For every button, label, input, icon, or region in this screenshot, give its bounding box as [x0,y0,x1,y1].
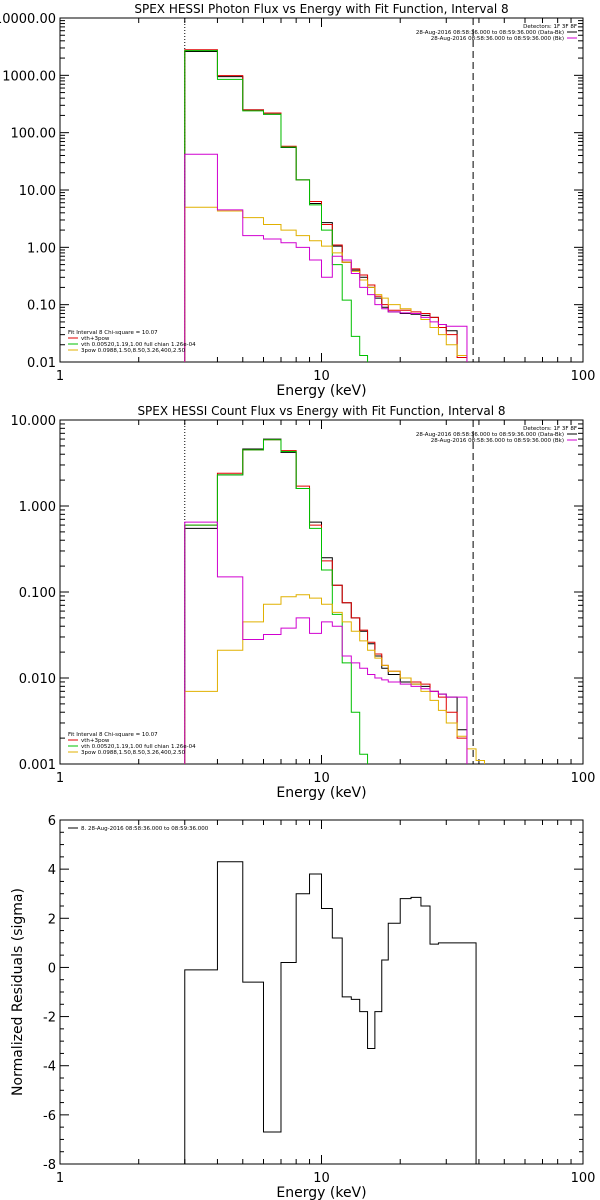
series-line-1 [184,51,468,362]
y-axis-label: Normalized Residuals (sigma) [10,888,26,1096]
series-line-5 [184,521,468,764]
x-tick-label: 10 [313,369,330,384]
plot-frame [59,419,584,765]
y-tick-label: -8 [43,1158,56,1173]
y-tick-label: 100.00 [11,127,57,142]
legend-label: 3pow 0.0988,1.50,8.50,3.26,400,2.50 [81,750,186,756]
y-tick-label: 1000.00 [2,69,56,84]
legend-header: Fit Interval 8 Chi-square = 10.07 [68,330,158,336]
series-line-3 [184,439,369,764]
y-tick-label: 10.00 [19,184,56,199]
y-tick-label: 2 [48,912,56,927]
y-tick-label: 10.000 [11,414,57,429]
chart-panel-1: SPEX HESSI Photon Flux vs Energy with Fi… [0,2,595,399]
series-line-3 [184,50,369,362]
chart-panel-3: 1 10 100 -8 -6 -4 -2 0 2 4 6 Energy (keV) Normalized… [10,814,595,1200]
chart-title: SPEX HESSI Count Flux vs Energy with Fit… [137,404,505,418]
legend-legend_bottom: Fit Interval 8 Chi-square = 10.07vth+3po… [68,732,196,756]
legend-label: 28-Aug-2016 08:58:36.000 to 08:59:36.000… [416,30,564,36]
legend-label: 28-Aug-2016 08:58:36.000 to 08:59:36.000… [416,432,564,438]
y-tick-label: 0 [48,961,56,976]
y-tick-label: 0.010 [19,672,56,687]
y-tick-label: -4 [43,1060,56,1075]
legend-label: 28-Aug-2016 08:58:36.000 to 08:59:36.000… [431,36,564,42]
x-tick-label: 100 [571,771,596,786]
y-tick-label: 0.10 [27,299,56,314]
legend-label: vth+3pow [81,336,110,342]
legend-label: vth 0.00520,1.19,1.00 full chian 1.26e-0… [81,342,196,348]
chart-panel-2: SPEX HESSI Count Flux vs Energy with Fit… [11,404,596,801]
y-tick-label: -2 [43,1011,56,1026]
x-tick-label: 1 [56,1171,64,1186]
y-tick-label: 0.100 [19,586,56,601]
y-tick-label: -6 [43,1109,56,1124]
y-tick-label: 4 [48,863,56,878]
legend-label: 28-Aug-2016 08:58:36.000 to 08:59:36.000… [431,438,564,444]
x-axis-label: Energy (keV) [276,785,366,801]
x-tick-label: 1 [56,771,64,786]
series-line-5 [184,153,468,362]
series-line-1 [184,438,468,764]
x-axis-label: Energy (keV) [276,1185,366,1200]
legend-header: Fit Interval 8 Chi-square = 10.07 [68,732,158,738]
y-tick-label: 0.01 [27,356,56,371]
series-line-1 [184,861,477,1164]
y-tick-label: 1.000 [19,500,56,515]
x-tick-label: 10 [313,771,330,786]
y-tick-label: 0.001 [19,758,56,773]
x-tick-label: 10 [313,1171,330,1186]
series-line-2 [184,439,468,764]
series-line-4 [184,594,485,764]
legend-label: vth+3pow [81,738,110,744]
legend-legend_bottom: Fit Interval 8 Chi-square = 10.07vth+3po… [68,330,196,354]
legend-label: 8. 28-Aug-2016 08:58:36.000 to 08:59:36.… [81,826,209,832]
y-tick-label: 6 [48,814,56,829]
plot-frame [59,819,584,1165]
chart-title: SPEX HESSI Photon Flux vs Energy with Fi… [134,2,508,16]
x-tick-label: 1 [56,369,64,384]
legend-label: 3pow 0.0988,1.50,8.50,3.26,400,2.50 [81,348,186,354]
plot-frame [59,17,584,363]
legend-header: Detectors: 1F 3F 8F [523,426,577,432]
x-axis-label: Energy (keV) [276,383,366,399]
legend-header: Detectors: 1F 3F 8F [523,24,577,30]
legend-label: vth 0.00520,1.19,1.00 full chian 1.26e-0… [81,744,196,750]
y-tick-label: 10000.00 [0,12,56,27]
x-tick-label: 100 [571,369,596,384]
series-line-4 [184,206,477,362]
legend-legend_top: 8. 28-Aug-2016 08:58:36.000 to 08:59:36.… [68,826,209,832]
y-tick-label: 1.00 [27,241,56,256]
x-tick-label: 100 [571,1171,596,1186]
